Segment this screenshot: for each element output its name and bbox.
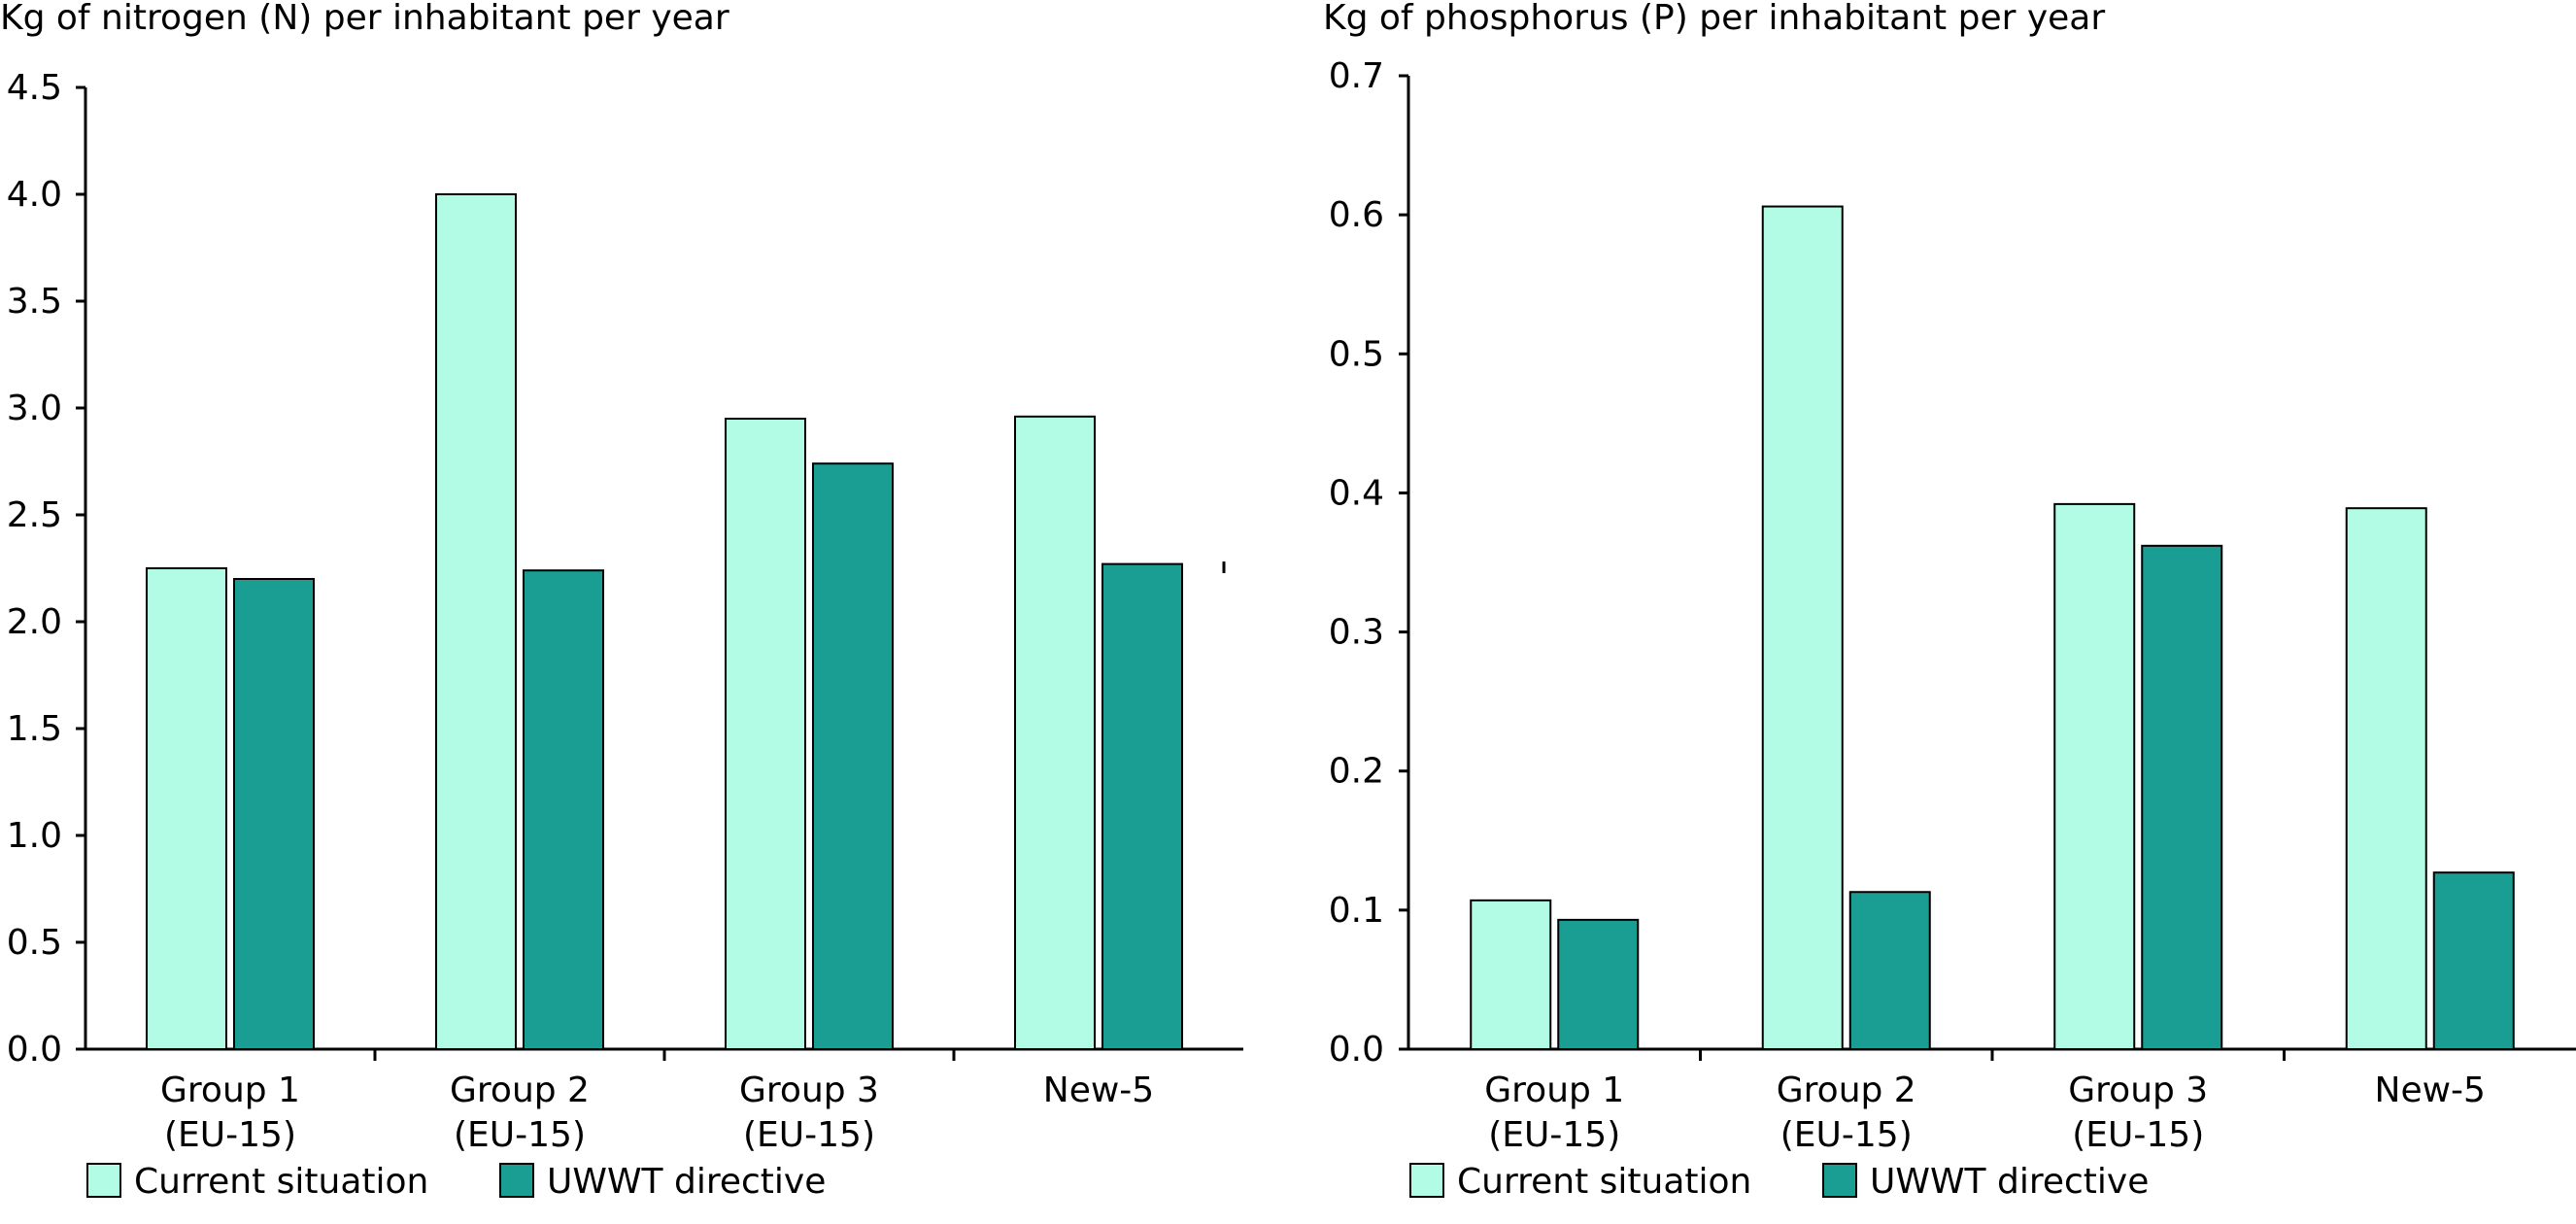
- x-category-label-line: (EU-15): [1488, 1115, 1620, 1155]
- legend-label-current: Current situation: [1457, 1162, 1751, 1202]
- x-category-label-line: Group 1: [160, 1071, 300, 1110]
- x-category-label: Group 1 (EU-15): [160, 1071, 300, 1155]
- bar-directive: [812, 462, 894, 1050]
- x-category-label-line: New-5: [2375, 1071, 2486, 1110]
- legend: Current situation UWWT directive: [1409, 1162, 2149, 1202]
- y-tick-label: 3.5: [7, 282, 62, 322]
- bar-current: [2053, 502, 2136, 1050]
- y-tick-label: 1.5: [7, 709, 62, 749]
- y-tick-label: 0.1: [1329, 891, 1384, 931]
- y-tick-label: 0.0: [1329, 1030, 1384, 1070]
- x-category-label: Group 3 (EU-15): [2068, 1071, 2208, 1155]
- x-category-label: Group 2 (EU-15): [1777, 1071, 1916, 1155]
- y-tick-label: 4.5: [7, 68, 62, 108]
- x-category-label-line: New-5: [1043, 1071, 1154, 1110]
- y-tick-label: 0.0: [7, 1030, 62, 1070]
- y-tick-label: 1.0: [7, 816, 62, 856]
- y-axis-title: Kg of phosphorus (P) per inhabitant per …: [1323, 0, 2105, 38]
- legend-swatch-current: [86, 1163, 121, 1198]
- bar-directive: [1557, 918, 1640, 1050]
- bar-current: [725, 418, 806, 1050]
- bar-current: [1014, 415, 1096, 1050]
- x-category-label-line: (EU-15): [2072, 1115, 2204, 1155]
- bar-current: [1761, 205, 1844, 1051]
- bar-directive: [1848, 891, 1931, 1051]
- y-tick-label: 2.5: [7, 495, 62, 535]
- legend-swatch-current: [1409, 1163, 1444, 1198]
- x-category-label-line: (EU-15): [454, 1115, 586, 1155]
- x-category-label-line: (EU-15): [1780, 1115, 1913, 1155]
- x-category-label-line: Group 2: [450, 1071, 590, 1110]
- legend-label-directive: UWWT directive: [1870, 1162, 2149, 1202]
- y-tick-label: 0.4: [1329, 473, 1384, 513]
- x-category-label-line: (EU-15): [164, 1115, 296, 1155]
- x-category-label-line: (EU-15): [743, 1115, 875, 1155]
- y-tick-label: 0.7: [1329, 56, 1384, 96]
- x-category-label: Group 1 (EU-15): [1484, 1071, 1624, 1155]
- y-axis-title: Kg of nitrogen (N) per inhabitant per ye…: [0, 0, 729, 38]
- legend-swatch-directive: [499, 1163, 534, 1198]
- bar-current: [146, 567, 227, 1050]
- y-tick-label: 4.0: [7, 175, 62, 215]
- bar-directive: [2141, 544, 2223, 1050]
- legend-label-current: Current situation: [134, 1162, 428, 1202]
- legend: Current situation UWWT directive: [86, 1162, 826, 1202]
- x-category-label: Group 2 (EU-15): [450, 1071, 590, 1155]
- y-tick-label: 0.3: [1329, 613, 1384, 653]
- y-tick-label: 2.0: [7, 602, 62, 642]
- y-tick-label: 0.5: [7, 923, 62, 963]
- legend-label-directive: UWWT directive: [547, 1162, 826, 1202]
- y-tick-label: 0.6: [1329, 195, 1384, 235]
- y-tick-label: 3.0: [7, 389, 62, 428]
- x-category-label-line: Group 1: [1484, 1071, 1624, 1110]
- x-category-label-line: Group 2: [1777, 1071, 1916, 1110]
- bar-current: [435, 193, 517, 1050]
- y-tick-label: 0.5: [1329, 334, 1384, 374]
- bar-directive: [233, 578, 315, 1050]
- bar-current: [1470, 899, 1552, 1051]
- chart-1: Kg of nitrogen (N) per inhabitant per ye…: [0, 0, 1243, 1202]
- x-category-label: New-5: [1043, 1071, 1154, 1110]
- x-category-label: Group 3 (EU-15): [739, 1071, 879, 1155]
- x-category-label-line: Group 3: [2068, 1071, 2208, 1110]
- x-category-label: New-5: [2375, 1071, 2486, 1110]
- bar-directive: [2432, 871, 2515, 1050]
- chart-2: Kg of phosphorus (P) per inhabitant per …: [1323, 0, 2576, 1202]
- x-category-label-line: Group 3: [739, 1071, 879, 1110]
- bar-current: [2345, 507, 2427, 1050]
- y-tick-label: 0.2: [1329, 752, 1384, 792]
- legend-swatch-directive: [1822, 1163, 1857, 1198]
- bar-directive: [1102, 562, 1183, 1050]
- bar-directive: [523, 569, 604, 1050]
